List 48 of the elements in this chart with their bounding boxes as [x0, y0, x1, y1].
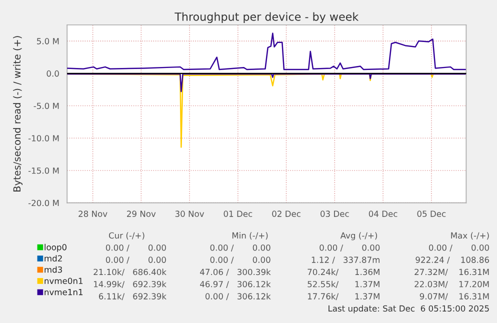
text: 27.32M/ 16.31M — [414, 268, 489, 276]
x-tick-label: 05 Dec — [417, 210, 446, 217]
x-tick-label: 30 Nov — [175, 210, 204, 217]
text: Min (-/+) — [232, 232, 268, 240]
text: Last update: Sat Dec 6 05:15:00 2025 — [328, 305, 489, 314]
legend-label: loop0 — [44, 244, 66, 252]
text: 14.99k/ 692.39k — [94, 280, 166, 288]
text: 47.06 / 300.39k — [200, 268, 271, 276]
x-tick-label: 02 Dec — [272, 210, 300, 217]
text: 0.00 / 0.00 — [106, 244, 166, 252]
y-axis-title: Bytes/second read (-) / write (+) — [13, 36, 22, 192]
x-tick-label: 28 Nov — [78, 210, 108, 217]
text: 0.00 / 0.00 — [428, 244, 489, 252]
line-series — [67, 32, 466, 70]
text: 0.00 / 306.12k — [205, 293, 271, 300]
text: 9.07M/ 16.31M — [420, 293, 489, 300]
text: 70.24k/ 1.36M — [308, 268, 380, 276]
legend-label: nvme1n1 — [44, 289, 83, 296]
text: 0.00 / 0.00 — [320, 244, 380, 252]
line-series — [67, 73, 466, 92]
y-tick-label: -15.0 M — [28, 167, 59, 174]
chart-title: Throughput per device - by week — [174, 12, 359, 24]
y-tick-label: 5.0 M — [37, 38, 59, 44]
x-tick-label: 29 Nov — [127, 210, 156, 217]
x-tick-label: 04 Dec — [368, 210, 398, 217]
text: 22.03M/ 17.20M — [414, 280, 489, 288]
text: 6.11k/ 692.39k — [98, 293, 166, 300]
text: 21.10k/ 686.40k — [94, 268, 166, 276]
y-tick-label: -20.0 M — [28, 200, 59, 206]
text: Max (-/+) — [451, 232, 489, 240]
text: 17.76k/ 1.37M — [308, 293, 380, 300]
text: 0.00 / 0.00 — [210, 256, 270, 264]
legend-label: md3 — [44, 266, 62, 273]
text: 52.55k/ 1.37M — [308, 280, 380, 288]
y-tick-label: -5.0 M — [34, 102, 59, 110]
x-tick-label: 01 Dec — [224, 210, 252, 217]
text: 0.00 / 0.00 — [210, 244, 270, 252]
legend-label: md2 — [44, 255, 62, 262]
text: 922.24 / 108.86 — [416, 256, 490, 264]
x-tick-label: 03 Dec — [320, 210, 349, 217]
text: 1.12 / 337.87m — [312, 256, 380, 264]
text: Avg (-/+) — [340, 232, 378, 240]
text: 46.97 / 306.12k — [200, 280, 271, 288]
text: 0.00 / 0.00 — [106, 256, 166, 264]
text: Cur (-/+) — [108, 232, 144, 240]
y-tick-label: -10.0 M — [28, 135, 59, 142]
y-tick-label: 0.0 — [46, 70, 59, 77]
legend-label: nvme0n1 — [44, 278, 83, 284]
